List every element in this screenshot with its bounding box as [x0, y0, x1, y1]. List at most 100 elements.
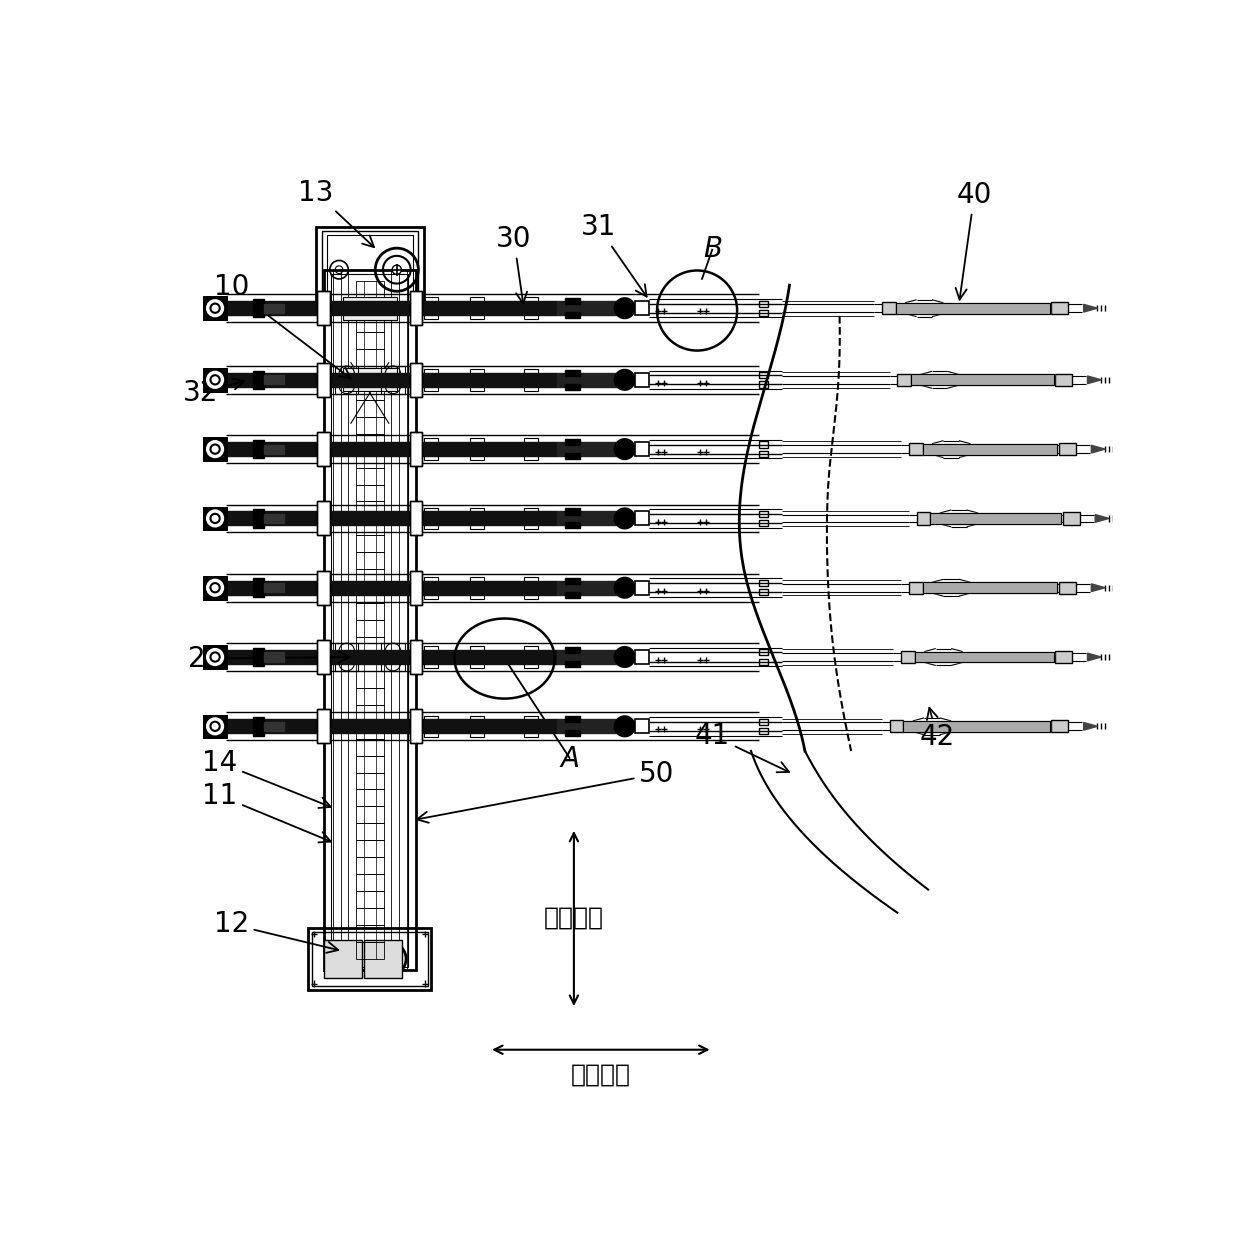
Bar	[309, 928, 432, 990]
Bar	[226, 442, 557, 456]
Bar	[911, 375, 1054, 385]
Bar	[911, 375, 1054, 385]
Bar	[356, 485, 383, 501]
Bar	[895, 303, 1050, 313]
Bar	[226, 301, 557, 316]
Bar	[326, 236, 413, 304]
Bar	[356, 417, 383, 434]
Bar	[523, 576, 538, 583]
Bar	[205, 576, 226, 599]
Bar	[205, 507, 226, 529]
Bar	[424, 715, 438, 722]
Bar	[356, 400, 383, 417]
Bar	[557, 373, 619, 387]
Bar	[356, 942, 383, 959]
Bar	[557, 511, 619, 525]
Bar	[901, 650, 915, 663]
Circle shape	[615, 647, 635, 667]
Circle shape	[207, 719, 223, 734]
Bar	[424, 730, 438, 737]
Polygon shape	[1095, 515, 1109, 523]
Bar	[317, 501, 330, 535]
Bar	[253, 299, 264, 317]
Bar	[226, 511, 557, 525]
Bar	[470, 662, 484, 668]
Bar	[470, 576, 484, 583]
Bar	[909, 581, 923, 594]
Bar	[205, 647, 226, 668]
Bar	[205, 439, 226, 460]
Circle shape	[615, 509, 635, 529]
Bar	[205, 715, 226, 737]
Bar	[356, 501, 383, 519]
Bar	[470, 730, 484, 737]
Bar	[317, 571, 330, 605]
Bar	[356, 841, 383, 857]
Bar	[253, 717, 264, 736]
Bar	[635, 301, 650, 316]
Bar	[205, 576, 226, 599]
Bar	[356, 434, 383, 451]
Bar	[253, 509, 264, 528]
Bar	[424, 385, 438, 391]
Bar	[635, 719, 650, 733]
Bar	[759, 381, 768, 387]
Bar	[226, 373, 557, 387]
Bar	[356, 738, 383, 756]
Bar	[356, 316, 383, 332]
Bar	[356, 925, 383, 942]
Bar	[564, 523, 580, 529]
Bar	[317, 501, 330, 535]
Bar	[410, 640, 422, 674]
Circle shape	[615, 370, 635, 390]
Bar	[635, 511, 650, 525]
Circle shape	[615, 578, 635, 598]
Bar	[205, 576, 226, 599]
Bar	[564, 509, 580, 515]
Bar	[898, 373, 911, 386]
Bar	[523, 439, 538, 445]
Bar	[226, 581, 557, 595]
Bar	[356, 366, 383, 383]
Bar	[205, 297, 226, 320]
Circle shape	[615, 439, 635, 459]
Bar	[205, 370, 226, 391]
Bar	[205, 715, 226, 737]
Bar	[564, 717, 580, 723]
Bar	[356, 654, 383, 670]
Bar	[410, 432, 422, 466]
Bar	[759, 301, 768, 307]
Text: 31: 31	[580, 213, 646, 297]
Bar	[410, 432, 422, 466]
Bar	[470, 370, 484, 375]
Bar	[923, 444, 1058, 455]
Bar	[523, 370, 538, 375]
Bar	[759, 441, 768, 447]
Text: 30: 30	[496, 224, 532, 303]
Text: 13: 13	[299, 179, 374, 247]
Bar	[335, 366, 358, 393]
Bar	[424, 576, 438, 583]
Bar	[523, 647, 538, 653]
Bar	[316, 227, 424, 312]
Circle shape	[207, 441, 223, 457]
Bar	[317, 432, 330, 466]
Bar	[904, 720, 1050, 732]
Bar	[889, 720, 904, 733]
Polygon shape	[1091, 445, 1105, 454]
Bar	[759, 589, 768, 595]
Bar	[410, 709, 422, 743]
Bar	[324, 940, 362, 979]
Bar	[564, 298, 580, 304]
Bar	[557, 442, 619, 456]
Bar	[759, 580, 768, 586]
Bar	[523, 523, 538, 529]
Bar	[317, 291, 330, 325]
Circle shape	[207, 372, 223, 387]
Bar	[317, 363, 330, 397]
Text: 40: 40	[956, 180, 992, 299]
Bar	[382, 366, 404, 393]
Bar	[410, 291, 422, 325]
Bar	[264, 722, 284, 730]
Bar	[424, 523, 438, 529]
